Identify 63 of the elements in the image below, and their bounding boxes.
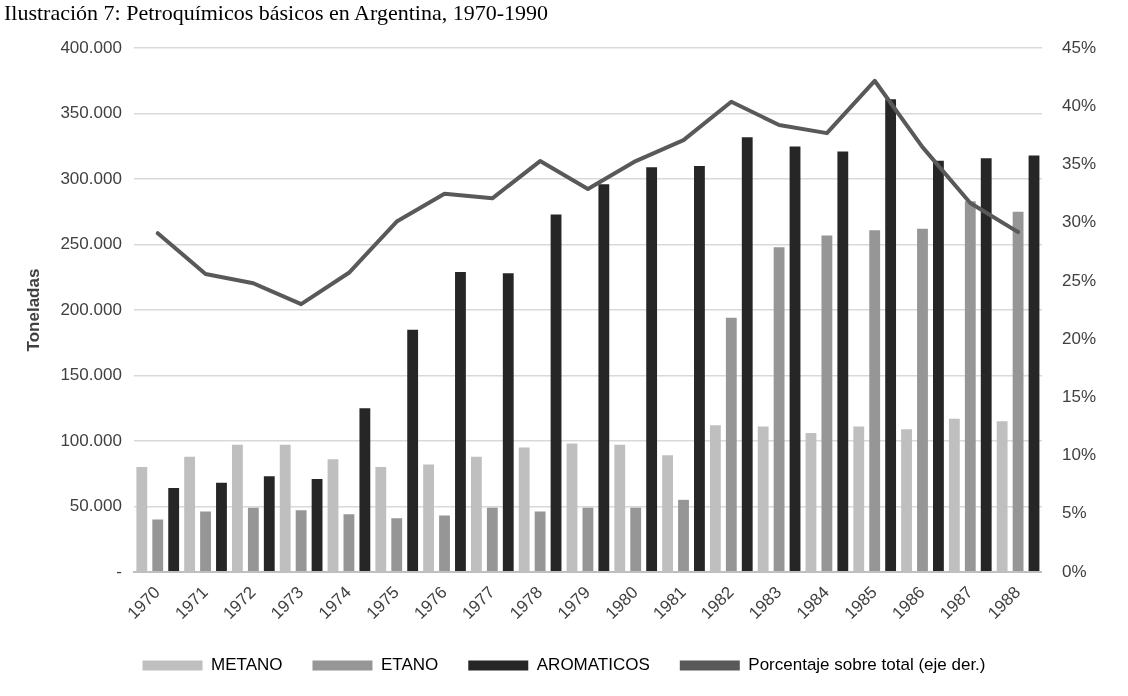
y-tick-label: 150.000	[60, 365, 122, 385]
bar	[359, 408, 371, 572]
bar	[694, 166, 705, 572]
bar	[964, 201, 976, 572]
y-tick-label: 50.000	[69, 496, 122, 516]
y-tick-label: 300.000	[60, 168, 122, 188]
bar	[152, 519, 164, 572]
bar	[486, 507, 498, 572]
bar	[1028, 155, 1040, 572]
bar	[534, 511, 546, 572]
bar	[263, 476, 275, 572]
bar	[343, 514, 355, 572]
bar	[502, 273, 514, 572]
bar	[741, 137, 753, 572]
bar	[200, 511, 211, 572]
y-tick-label: 250.000	[60, 234, 122, 254]
bar	[582, 507, 594, 572]
bar	[821, 235, 833, 572]
bar	[1012, 211, 1024, 572]
y2-tick-label: 10%	[1061, 445, 1097, 465]
bar	[885, 99, 897, 572]
bar	[391, 518, 403, 572]
bar	[773, 247, 785, 572]
bar	[216, 482, 227, 572]
legend-label: Porcentaje sobre total (eje der.)	[748, 655, 986, 675]
chart-title: Ilustración 7: Petroquímicos básicos en Argentina, 1970-1990	[3, 0, 549, 26]
y2-tick-label: 15%	[1061, 386, 1097, 406]
y-tick-label: -	[116, 561, 122, 581]
bar	[598, 184, 610, 572]
bar	[630, 507, 642, 572]
bar	[455, 272, 466, 572]
bar	[678, 499, 689, 572]
bar	[311, 478, 323, 572]
y2-tick-label: 20%	[1061, 328, 1097, 348]
y2-tick-label: 25%	[1061, 270, 1097, 290]
legend-label: ETANO	[380, 655, 439, 675]
y2-tick-label: 40%	[1061, 96, 1097, 116]
y2-tick-label: 35%	[1061, 154, 1097, 174]
y-tick-label: 400.000	[60, 37, 122, 57]
legend-label: AROMATICOS	[536, 655, 650, 675]
bar	[439, 515, 450, 572]
bar	[837, 151, 849, 572]
y2-tick-label: 0%	[1061, 561, 1087, 581]
y-tick-label: 200.000	[60, 299, 122, 319]
y-tick-label: 100.000	[60, 430, 122, 450]
y-tick-label: 350.000	[60, 103, 122, 123]
bar	[407, 329, 419, 572]
bar	[917, 228, 928, 572]
y2-tick-label: 5%	[1061, 503, 1087, 523]
y-axis-title: Toneladas	[23, 268, 43, 352]
bar	[550, 214, 562, 572]
bar	[725, 317, 737, 572]
bar	[980, 158, 992, 572]
bar	[168, 488, 180, 572]
y2-tick-label: 45%	[1061, 37, 1097, 57]
bar	[789, 146, 801, 572]
bar	[247, 507, 259, 572]
bar	[295, 510, 307, 572]
bar	[869, 230, 881, 572]
y2-tick-label: 30%	[1061, 212, 1097, 232]
legend-label: METANO	[211, 655, 283, 675]
bar	[933, 160, 944, 572]
bar	[646, 167, 658, 572]
